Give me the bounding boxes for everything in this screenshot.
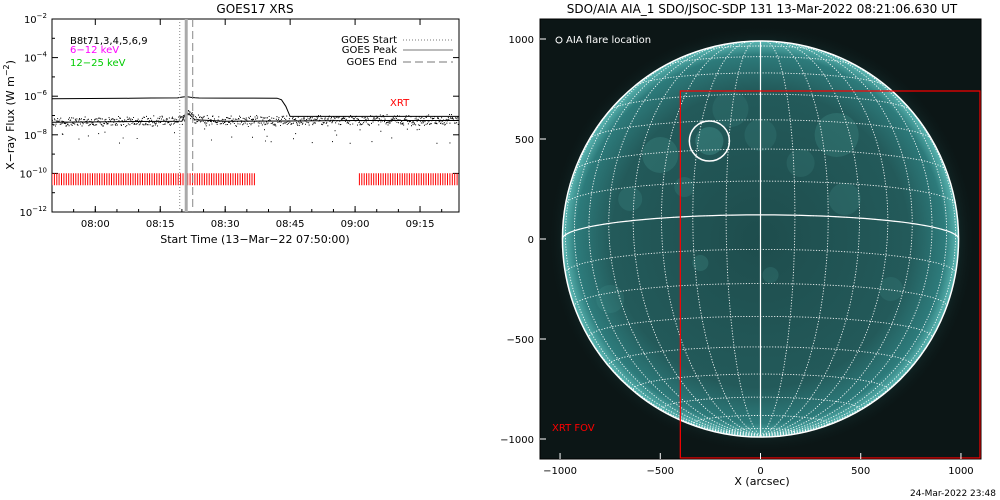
- xrt-label: XRT: [390, 98, 410, 109]
- active-region-glow: [642, 136, 679, 174]
- goes-x-axis-label: Start Time (13−Mar−22 07:50:00): [160, 233, 349, 246]
- goes-x-tick-label: 09:15: [406, 219, 435, 230]
- xrt-observation-interval: [358, 173, 458, 186]
- goes-title: GOES17 XRS: [216, 2, 293, 16]
- channel-label-1-8: B8t71,3,4,5,6,9: [70, 36, 148, 47]
- goes-y-tick-label: 10−6: [24, 89, 48, 103]
- goes-noise-scatter: [52, 109, 459, 144]
- aia-x-tick-label: 1000: [948, 466, 973, 477]
- channel-label-12-25: 12−25 keV: [70, 58, 126, 69]
- solar-active-regions: [596, 90, 903, 314]
- active-region-glow: [695, 126, 724, 156]
- solar-limb: [561, 40, 960, 438]
- flare-legend-label: AIA flare location: [566, 35, 651, 46]
- aia-y-tick-label: −1000: [500, 435, 534, 446]
- active-region-glow: [814, 112, 859, 158]
- goes-legend: GOES Start GOES Peak GOES End: [341, 35, 453, 68]
- active-region-glow: [674, 176, 695, 198]
- xrt-fov-box: [679, 90, 981, 459]
- active-region-glow: [828, 182, 861, 216]
- xrt-fov-label: XRT FOV: [552, 423, 595, 434]
- aia-y-tick-label: 0: [528, 235, 534, 246]
- goes-y-axis-label: X−ray Flux (W m−2): [2, 60, 17, 170]
- goes-y-tick-label: 10−4: [24, 51, 48, 65]
- channel-label-6-12: 6−12 keV: [70, 45, 119, 56]
- goes-y-tick-label: 10−8: [24, 128, 47, 142]
- goes-y-tick-label: 10−10: [19, 166, 47, 180]
- xrt-observation-ticks: [52, 173, 458, 186]
- goes-x-tick-label: 08:00: [81, 219, 110, 230]
- aia-y-tick-label: 1000: [509, 35, 534, 46]
- goes-y-tick-label: 10−2: [24, 12, 47, 26]
- legend-goes-start-label: GOES Start: [341, 35, 397, 46]
- active-region-glow: [596, 284, 625, 314]
- aia-x-tick-label: 0: [757, 466, 763, 477]
- goes-x-axis: 08:00 08:15 08:30 08:45 09:00 09:15: [51, 19, 443, 230]
- goes-series-line-0: [52, 96, 459, 117]
- active-region-glow: [878, 276, 903, 302]
- aia-y-axis: −1000 −500 0 500 1000: [500, 35, 546, 446]
- active-region-glow: [712, 90, 749, 128]
- goes-x-tick-label: 09:00: [341, 219, 370, 230]
- aia-panel: SDO/AIA AIA_1 SDO/JSOC-SDP 131 13-Mar-20…: [500, 2, 982, 488]
- flare-legend-marker: [555, 36, 563, 44]
- aia-title: SDO/AIA AIA_1 SDO/JSOC-SDP 131 13-Mar-20…: [567, 2, 958, 16]
- active-region-glow: [786, 148, 815, 178]
- active-region-glow: [618, 186, 643, 212]
- xrt-observation-interval: [52, 173, 255, 186]
- goes-x-tick-label: 08:30: [211, 219, 240, 230]
- legend-goes-end-label: GOES End: [347, 57, 397, 68]
- goes-event-lines: [179, 19, 194, 212]
- goes-y-axis: 10−2 10−4 10−6 10−8 10−10 10−12: [19, 12, 459, 219]
- aia-x-tick-label: 500: [851, 466, 870, 477]
- goes-x-tick-label: 08:15: [146, 219, 175, 230]
- goes-y-tick-label: 10−12: [19, 205, 47, 219]
- goes-x-tick-label: 08:45: [276, 219, 305, 230]
- render-timestamp: 24-Mar-2022 23:48: [910, 489, 996, 499]
- aia-x-axis-label: X (arcsec): [734, 475, 789, 488]
- aia-x-axis: −1000 −500 0 500 1000: [543, 453, 974, 477]
- goes-noise-dots: [52, 109, 459, 144]
- active-region-glow: [762, 266, 779, 284]
- aia-y-tick-label: 500: [515, 135, 534, 146]
- aia-y-tick-label: −500: [507, 335, 534, 346]
- aia-flare-location-circle: [688, 120, 731, 162]
- legend-goes-peak-label: GOES Peak: [342, 45, 397, 56]
- goes-panel: GOES17 XRS 10−2 10−4 10−6 10−8 10−10 10−12 08…: [2, 2, 460, 246]
- aia-x-tick-label: −500: [647, 466, 674, 477]
- aia-x-tick-label: −1000: [543, 466, 577, 477]
- active-region-glow: [692, 254, 709, 272]
